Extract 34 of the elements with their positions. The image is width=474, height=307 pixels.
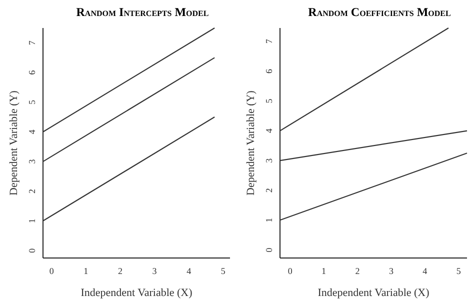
y-tick-label: 3 (264, 158, 274, 163)
x-tick-label: 1 (322, 266, 326, 276)
y-tick-label: 6 (264, 68, 274, 74)
x-tick-label: 2 (118, 266, 122, 276)
x-tick-label: 1 (84, 266, 88, 276)
y-tick-label: 5 (264, 98, 274, 104)
y-tick-label: 4 (27, 129, 37, 134)
x-tick-label: 5 (456, 266, 462, 276)
y-tick-label: 1 (27, 218, 37, 224)
y-tick-label: 2 (264, 188, 274, 193)
chart-title: Random Coefficients Model (308, 5, 451, 19)
x-tick-label: 3 (152, 266, 158, 276)
y-tick-label: 1 (264, 218, 274, 222)
x-tick-label: 3 (388, 266, 394, 276)
y-tick-label: 5 (27, 99, 37, 104)
y-tick-label: 7 (264, 38, 274, 44)
x-tick-label: 5 (220, 266, 226, 276)
y-tick-label: 6 (27, 70, 37, 75)
chart-title: Random Intercepts Model (76, 5, 209, 19)
x-tick-label: 0 (49, 266, 54, 276)
x-tick-label: 4 (422, 266, 428, 276)
y-tick-label: 0 (264, 247, 274, 252)
x-tick-label: 2 (355, 266, 360, 276)
y-tick-label: 4 (264, 128, 274, 134)
x-axis-title: Independent Variable (X) (80, 287, 193, 299)
x-tick-label: 0 (288, 266, 293, 276)
y-tick-label: 0 (27, 248, 37, 253)
y-axis-title: Dependent Variable (Y) (8, 90, 20, 196)
y-tick-label: 7 (27, 40, 37, 46)
y-tick-label: 3 (27, 158, 37, 164)
x-axis-title: Independent Variable (X) (318, 287, 430, 299)
y-tick-label: 2 (27, 188, 37, 194)
y-axis-title: Dependent Variable (Y) (245, 90, 257, 196)
x-tick-label: 4 (186, 266, 192, 276)
